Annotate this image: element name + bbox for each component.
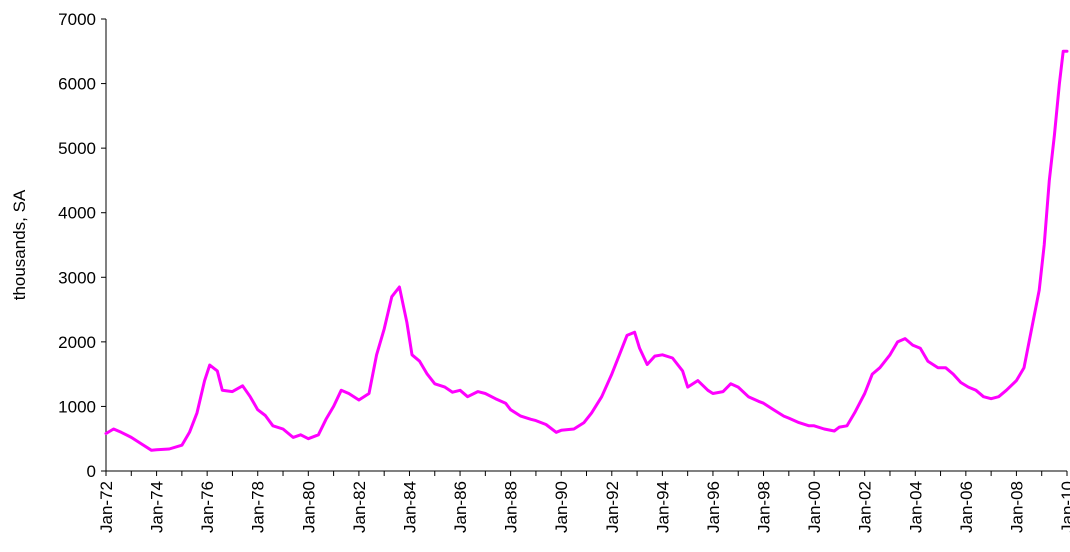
y-tick-label: 4000 [58, 204, 96, 223]
x-tick-label: Jan-78 [249, 481, 268, 533]
x-tick-label: Jan-76 [198, 481, 217, 533]
x-tick-label: Jan-82 [350, 481, 369, 533]
x-tick-label: Jan-80 [299, 481, 318, 533]
x-tick-label: Jan-00 [805, 481, 824, 533]
x-tick-label: Jan-86 [451, 481, 470, 533]
x-tick-label: Jan-06 [957, 481, 976, 533]
y-tick-label: 2000 [58, 333, 96, 352]
x-axis: Jan-72 Jan-74 Jan-76 Jan-78 Jan-80 Jan-82 Jan-… [97, 470, 1070, 533]
y-tick-label: 1000 [58, 397, 96, 416]
x-tick-label: Jan-96 [704, 481, 723, 533]
y-axis: 0 1000 2000 3000 4000 5000 6000 7000 [58, 10, 107, 481]
x-tick-label: Jan-08 [1007, 481, 1026, 533]
y-tick-label: 6000 [58, 75, 96, 94]
series-layer [104, 49, 1069, 452]
y-tick-label: 0 [87, 462, 96, 481]
y-tick-label: 7000 [58, 10, 96, 29]
x-tick-label: Jan-88 [502, 481, 521, 533]
y-tick-label: 5000 [58, 139, 96, 158]
x-tick-label: Jan-92 [603, 481, 622, 533]
x-tick-label: Jan-72 [97, 481, 116, 533]
x-tick-label: Jan-02 [856, 481, 875, 533]
x-tick-label: Jan-90 [552, 481, 571, 533]
x-tick-label: Jan-74 [148, 481, 167, 533]
x-tick-label: Jan-10 [1058, 481, 1070, 533]
x-tick-label: Jan-98 [755, 481, 774, 533]
x-tick-label: Jan-84 [400, 481, 419, 533]
y-tick-label: 3000 [58, 268, 96, 287]
x-tick-label: Jan-94 [653, 481, 672, 533]
x-tick-label: Jan-04 [906, 481, 925, 533]
series-line [104, 49, 1069, 452]
y-axis-label: thousands, SA [10, 189, 29, 300]
